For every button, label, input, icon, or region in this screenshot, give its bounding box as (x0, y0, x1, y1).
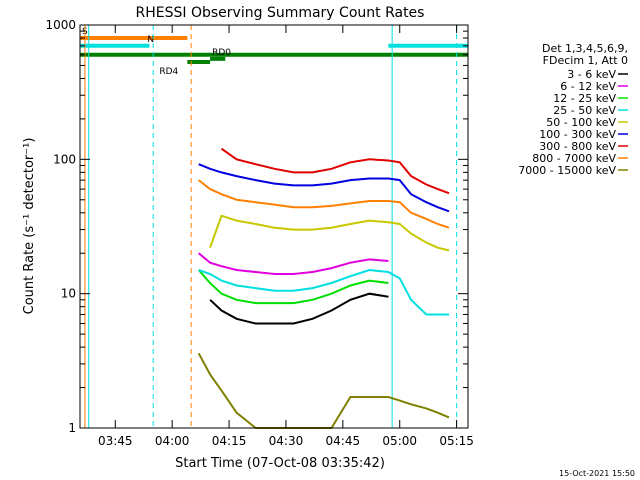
plot-frame (79, 24, 469, 429)
legend-label: 6 - 12 keV (560, 80, 616, 93)
legend-label: 12 - 25 keV (553, 92, 616, 105)
series-line (220, 147, 450, 195)
series-line (209, 292, 389, 325)
legend-label: 7000 - 15000 keV (518, 164, 616, 177)
flag-bar-label: N (147, 35, 154, 45)
y-tick-label: 1000 (45, 18, 76, 32)
flag-bar-label: RD4 (159, 67, 178, 77)
y-tick-label: 100 (53, 152, 76, 166)
legend: Det 1,3,4,5,6,9,FDecim 1, Att 03 - 6 keV… (518, 42, 628, 177)
x-tick-label: 04:15 (212, 434, 247, 448)
legend-label: 50 - 100 keV (546, 116, 616, 129)
x-axis-label: Start Time (07-Oct-08 03:35:42) (175, 456, 385, 471)
legend-label: 800 - 7000 keV (532, 152, 616, 165)
x-tick-label: 05:15 (439, 434, 474, 448)
legend-label: 3 - 6 keV (567, 68, 616, 81)
flag-bars: SNRD0RD4 (80, 27, 468, 77)
legend-label: 25 - 50 keV (553, 104, 616, 117)
data-series (197, 147, 450, 429)
footer-timestamp: 15-Oct-2021 15:50 (559, 469, 635, 478)
legend-label: 300 - 800 keV (539, 140, 616, 153)
series-line (198, 179, 450, 229)
series-line (198, 252, 389, 275)
x-tick-label: 04:00 (155, 434, 190, 448)
x-tick-label: 03:45 (98, 434, 133, 448)
series-line (209, 214, 450, 252)
y-axis-ticks: 1 10 100 1000 (45, 18, 468, 435)
series-line (197, 269, 389, 305)
x-axis-ticks: 03:45 04:00 04:15 04:30 04:45 05:00 05:15 (98, 25, 474, 448)
y-axis-label: Count Rate (s⁻¹ detector⁻¹) (22, 138, 37, 315)
legend-header: FDecim 1, Att 0 (543, 54, 628, 67)
flag-bar-label: RD0 (212, 48, 231, 58)
x-tick-label: 04:45 (326, 434, 361, 448)
series-line (197, 352, 450, 429)
x-tick-label: 04:30 (269, 434, 304, 448)
y-tick-label: 10 (61, 287, 76, 301)
chart-title: RHESSI Observing Summary Count Rates (136, 5, 425, 21)
vertical-markers (84, 25, 458, 428)
series-line (198, 163, 450, 213)
x-tick-label: 05:00 (382, 434, 417, 448)
y-tick-label: 1 (68, 421, 76, 435)
legend-header: Det 1,3,4,5,6,9, (542, 42, 628, 55)
legend-label: 100 - 300 keV (539, 128, 616, 141)
series-line (198, 268, 449, 316)
